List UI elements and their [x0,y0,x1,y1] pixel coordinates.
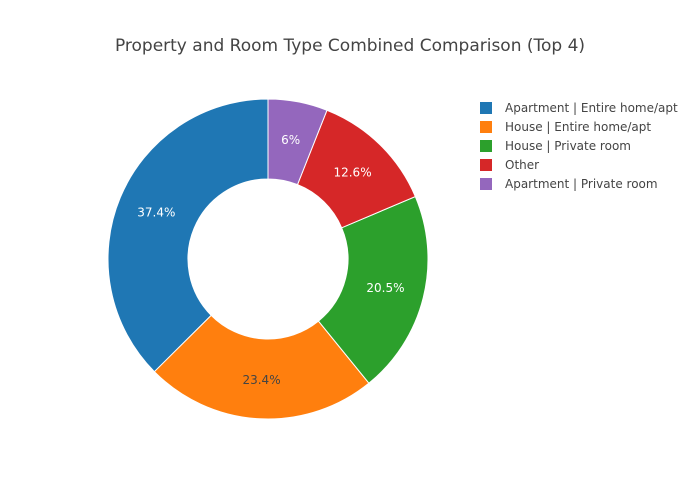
legend-swatch [480,178,492,190]
legend-label: House | Private room [505,139,631,153]
slice-value-label: 37.4% [137,205,175,219]
slice-value-label: 20.5% [366,281,404,295]
slice-value-label: 23.4% [242,373,280,387]
legend-swatch [480,102,492,114]
legend-swatch [480,121,492,133]
legend-item-house-entire-home-apt[interactable]: House | Entire home/apt [480,120,651,134]
legend-item-other[interactable]: Other [480,158,539,172]
slice-value-label: 6% [281,133,300,147]
legend: Apartment | Entire home/apt House | Entir… [480,101,678,191]
legend-item-house-private-room[interactable]: House | Private room [480,139,631,153]
slice-value-label: 12.6% [333,165,371,179]
pie-slices [107,98,429,420]
slice-house-entire-home-apt[interactable] [153,314,370,420]
slice-apartment-entire-home-apt[interactable] [107,98,269,373]
slice-house-private-room[interactable] [317,195,429,384]
slice-apartment-private-room[interactable] [267,98,328,186]
legend-label: House | Entire home/apt [505,120,651,134]
legend-item-apartment-entire-home-apt[interactable]: Apartment | Entire home/apt [480,101,678,115]
legend-label: Apartment | Private room [505,177,658,191]
legend-swatch [480,140,492,152]
legend-item-apartment-private-room[interactable]: Apartment | Private room [480,177,658,191]
legend-swatch [480,159,492,171]
slice-labels: 37.4% 23.4% 20.5% 12.6% 6% [137,133,404,387]
chart-title: Property and Room Type Combined Comparis… [115,36,585,56]
legend-label: Apartment | Entire home/apt [505,101,678,115]
legend-label: Other [505,158,539,172]
